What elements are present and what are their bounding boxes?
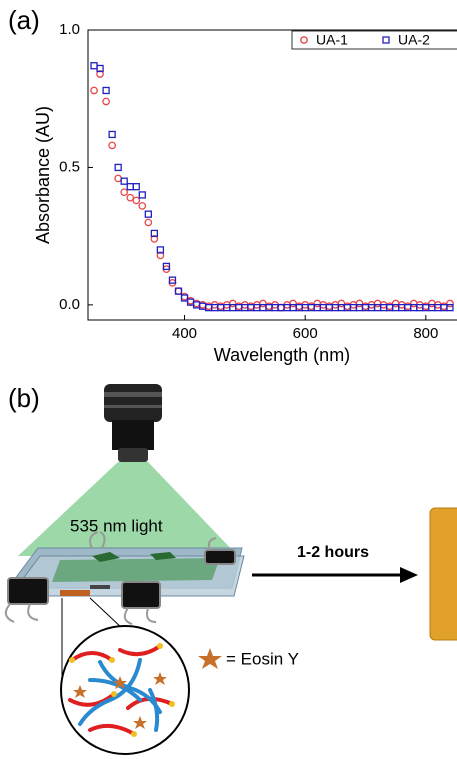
legend-box — [291, 30, 457, 50]
x-axis-label: Wavelength (nm) — [214, 345, 350, 365]
data-point — [259, 299, 267, 308]
legend-marker — [300, 36, 308, 44]
data-point — [90, 62, 98, 70]
data-point — [446, 303, 454, 312]
data-point — [150, 235, 159, 243]
y-axis-label: Absorbance (AU) — [33, 106, 53, 244]
data-point — [391, 299, 400, 308]
data-point — [168, 276, 177, 284]
arrow-label: 1-2 hours — [297, 544, 369, 561]
plot-frame — [87, 29, 457, 321]
x-tick-label: 400 — [172, 325, 197, 342]
data-point — [156, 251, 165, 260]
data-point — [289, 299, 297, 308]
glass-slides — [7, 547, 245, 597]
data-point — [144, 218, 153, 227]
panel-b: (b) 535 nm light — [4, 383, 457, 755]
data-point — [150, 229, 159, 238]
data-point — [373, 299, 382, 308]
data-point — [132, 183, 140, 191]
data-point — [96, 70, 104, 78]
data-point — [102, 86, 110, 95]
light-label: 535 nm light — [70, 516, 163, 535]
panel-a: (a) 0.0 0.5 1.0 400 600 800 Wavelength (nm) Abso… — [8, 5, 457, 365]
legend-label: UA-2 — [398, 32, 430, 48]
data-point — [114, 174, 123, 183]
data-point — [114, 163, 122, 172]
arrow-head — [400, 567, 418, 583]
data-point — [428, 299, 436, 308]
y-tick-label: 0.0 — [59, 296, 80, 313]
data-point — [337, 299, 346, 308]
objective — [104, 384, 162, 462]
data-point — [120, 177, 128, 185]
data-point — [108, 141, 116, 150]
data-point — [313, 299, 322, 308]
data-point — [446, 299, 454, 308]
data-point — [102, 97, 110, 106]
legend-label: UA-1 — [316, 32, 348, 48]
data-point — [174, 287, 183, 295]
zoom-circle — [60, 625, 190, 755]
y-tick-label: 0.5 — [59, 158, 80, 175]
data-point — [180, 294, 189, 302]
data-point — [144, 210, 152, 218]
y-tick-label: 1.0 — [59, 21, 80, 38]
x-tick-label: 600 — [293, 325, 318, 342]
data-point — [409, 299, 418, 308]
data-point — [90, 86, 98, 95]
x-tick-label: 800 — [413, 325, 438, 342]
cured-film — [429, 507, 457, 641]
light-cone — [18, 462, 238, 556]
panel-label: (a) — [8, 5, 40, 35]
data-point — [120, 188, 129, 197]
eosin-star — [198, 648, 222, 669]
data-point — [96, 64, 104, 73]
legend-label: = Eosin Y — [226, 649, 299, 668]
data-point — [174, 287, 183, 295]
binder-clips — [4, 531, 236, 625]
data-point — [156, 246, 165, 254]
legend-marker — [382, 36, 390, 44]
data-point — [355, 299, 364, 308]
data-point — [132, 196, 141, 205]
data-point — [162, 262, 171, 271]
data-point — [228, 299, 237, 308]
data-point — [108, 130, 116, 139]
data-point — [138, 202, 147, 210]
data-point — [126, 183, 134, 191]
data-point — [138, 191, 146, 199]
panel-label: (b) — [8, 383, 40, 413]
data-point — [126, 193, 135, 202]
